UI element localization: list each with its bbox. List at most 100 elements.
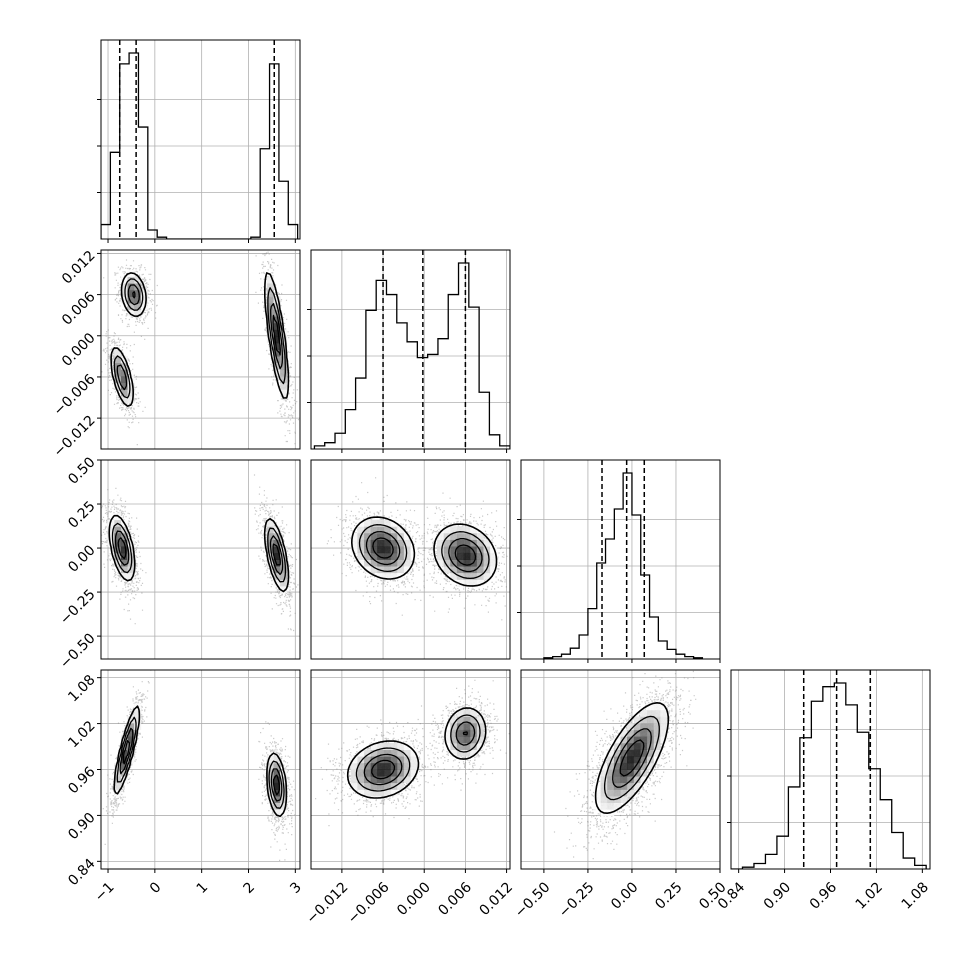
density-cell [266, 296, 274, 304]
density-cell [403, 539, 411, 547]
density-cell [607, 769, 615, 777]
density-cell [450, 572, 458, 580]
y-tick-label: 0.012 [59, 248, 99, 288]
density-cell [490, 552, 498, 560]
density-cell [613, 736, 621, 744]
density-cell [273, 789, 281, 797]
density-cell [620, 756, 628, 764]
density-cell [280, 362, 288, 370]
density-cell [470, 749, 478, 757]
density-cell [463, 743, 471, 750]
density-cell [377, 789, 385, 797]
density-cell [390, 769, 398, 777]
density-cell [390, 552, 398, 560]
density-cell [266, 559, 274, 567]
density-cell [627, 789, 635, 797]
density-cell [357, 756, 365, 764]
density-cell [470, 716, 478, 724]
density-cell [384, 789, 391, 797]
density-cell [476, 579, 484, 587]
density-cell [127, 539, 135, 547]
density-cell [397, 526, 405, 534]
density-cell [350, 546, 358, 554]
density-cell [357, 776, 365, 784]
y-tick-label: 0.50 [65, 454, 98, 487]
density-frame-3-2 [520, 669, 721, 870]
density-cell [594, 789, 601, 797]
density-cell [476, 533, 484, 540]
x-tick-label: 0.90 [761, 879, 794, 912]
x-tick-label: −1 [92, 879, 118, 905]
density-cell [120, 389, 128, 397]
contour-level-3 [132, 291, 281, 356]
density-cell [607, 776, 615, 784]
density-cell [633, 729, 641, 737]
density-cell [647, 723, 654, 731]
density-cell [350, 776, 358, 784]
x-tick-label: −0.012 [304, 879, 352, 927]
y-tick-label: 0.00 [65, 542, 98, 575]
density-cell [403, 546, 411, 554]
density-panel-2-1 [310, 459, 511, 660]
density-cell [633, 743, 641, 750]
density-cell [134, 296, 142, 304]
contour-level-1 [358, 524, 490, 580]
histogram-panel-0 [97, 39, 301, 240]
density-cell [450, 546, 458, 554]
density-cell [620, 736, 628, 744]
histogram-panel-3 [727, 669, 931, 870]
density-cell [273, 756, 281, 764]
density-cell [463, 546, 471, 554]
density-cell [370, 539, 378, 547]
x-tick-label: 0.00 [608, 879, 641, 912]
density-panel-2-0 [100, 459, 301, 660]
density-cell [397, 559, 405, 567]
density-cell [443, 526, 451, 534]
density-cell [384, 552, 391, 560]
density-cell [390, 546, 398, 554]
density-cell [370, 756, 378, 764]
density-cell [627, 749, 635, 757]
density-cell [140, 296, 148, 304]
density-cell [403, 776, 411, 784]
density-cell [450, 749, 458, 757]
contour-level-0 [113, 705, 288, 818]
density-cell [450, 526, 458, 534]
density-cell [370, 552, 378, 560]
density-cell [134, 283, 142, 291]
scatter-points [326, 477, 510, 621]
density-cell [463, 533, 471, 540]
density-cell [620, 762, 628, 770]
density-cell [377, 526, 385, 534]
density-cell [120, 296, 128, 304]
density-cell [280, 802, 288, 810]
y-tick-label: 1.08 [65, 672, 98, 705]
density-cell [384, 539, 391, 547]
density-cell [613, 789, 621, 797]
density-cell [463, 526, 471, 534]
density-cell [134, 276, 142, 284]
density-cell [114, 349, 122, 357]
density-cell [384, 572, 391, 580]
density-cell [357, 559, 365, 567]
density-cell [273, 762, 281, 770]
density-cell [120, 283, 128, 291]
density-cell [266, 323, 274, 330]
x-tick-label: 3 [287, 879, 305, 897]
density-cell [653, 729, 661, 737]
contour-level-2 [114, 530, 284, 576]
density-cell [437, 552, 444, 560]
contour-level-2 [365, 530, 483, 573]
density-cell [266, 756, 274, 764]
density-cell [476, 736, 484, 744]
y-tick-label: 0.96 [65, 764, 98, 797]
density-cell [370, 559, 378, 567]
density-cell [120, 395, 128, 403]
density-cell [377, 743, 385, 750]
density-cell [266, 519, 274, 527]
density-cell [140, 289, 148, 297]
density-cell [377, 552, 385, 560]
density-cell [456, 736, 464, 744]
density-cell [640, 709, 648, 717]
